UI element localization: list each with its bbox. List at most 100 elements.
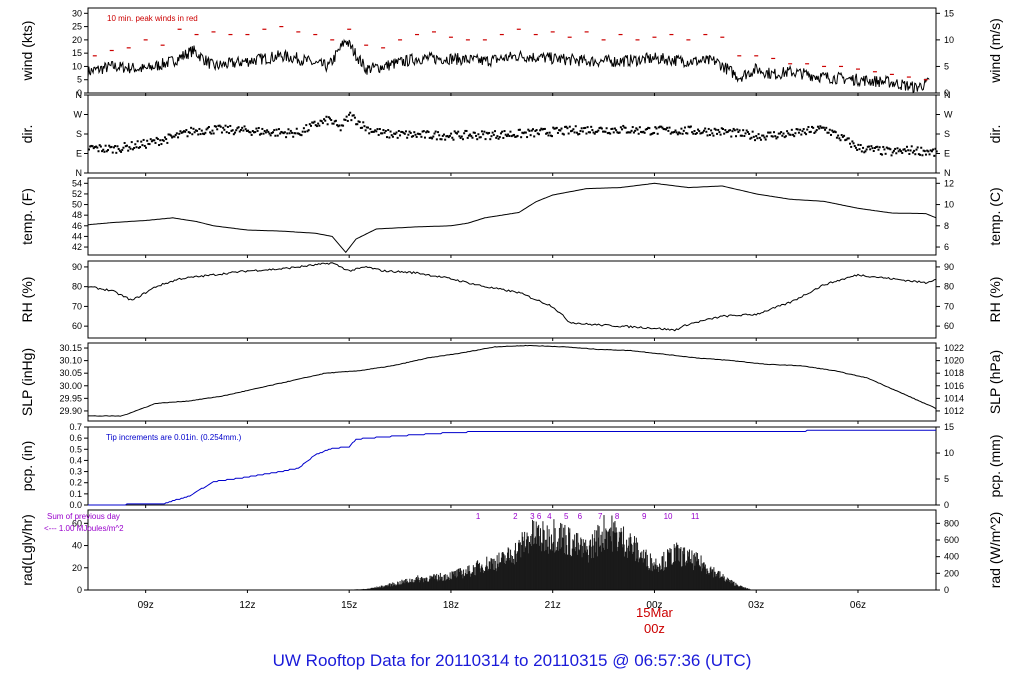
direction-point xyxy=(898,148,901,151)
x-tick-label: 12z xyxy=(239,600,255,611)
direction-point xyxy=(562,133,565,136)
y-tick-label-left: 29.95 xyxy=(59,393,82,403)
direction-point xyxy=(910,145,913,148)
direction-point xyxy=(788,133,791,136)
direction-point xyxy=(596,130,599,133)
direction-point xyxy=(555,126,558,129)
direction-point xyxy=(719,133,722,136)
direction-point xyxy=(923,150,926,153)
direction-point xyxy=(809,130,812,133)
y-tick-label-right: S xyxy=(944,129,950,139)
x-tick-label: 03z xyxy=(748,600,764,611)
direction-point xyxy=(656,132,659,135)
y-tick-label-left: 0.6 xyxy=(69,433,82,443)
direction-point xyxy=(364,129,367,132)
direction-point xyxy=(185,129,188,132)
direction-point xyxy=(876,145,879,148)
y-tick-label-right: 600 xyxy=(944,535,959,545)
direction-point xyxy=(636,128,639,131)
direction-point xyxy=(900,150,903,153)
y-tick-label-left: N xyxy=(76,90,83,100)
direction-point xyxy=(631,126,634,129)
direction-point xyxy=(654,126,657,129)
direction-point xyxy=(294,132,297,135)
direction-point xyxy=(832,131,835,134)
direction-point xyxy=(669,132,672,135)
direction-point xyxy=(93,146,96,149)
direction-point xyxy=(197,133,200,136)
y-tick-label-right: 1014 xyxy=(944,393,964,403)
direction-point xyxy=(213,125,216,128)
y-tick-label-right: 200 xyxy=(944,568,959,578)
direction-point xyxy=(105,150,108,153)
radiation-sum-label: Sum of previous day xyxy=(47,512,120,521)
direction-point xyxy=(295,127,298,130)
direction-point xyxy=(244,128,247,131)
direction-point xyxy=(472,131,475,134)
direction-point xyxy=(112,146,115,149)
direction-point xyxy=(146,139,149,142)
direction-point xyxy=(232,133,235,136)
direction-point xyxy=(285,136,288,139)
direction-point xyxy=(877,148,880,151)
direction-point xyxy=(426,130,429,133)
direction-point xyxy=(501,130,504,133)
direction-point xyxy=(571,129,574,132)
direction-point xyxy=(796,128,799,131)
direction-point xyxy=(850,145,853,148)
y-tick-label-right: 12 xyxy=(944,178,954,188)
direction-point xyxy=(543,127,546,130)
direction-point xyxy=(905,145,908,148)
y-tick-label-left: 0 xyxy=(77,585,82,595)
y-tick-label-right: 0 xyxy=(944,585,949,595)
direction-point xyxy=(683,126,686,129)
direction-point xyxy=(467,134,470,137)
hour-mark-label: 9 xyxy=(642,512,647,521)
direction-point xyxy=(137,146,140,149)
direction-point xyxy=(374,129,377,132)
direction-point xyxy=(509,130,512,133)
direction-point xyxy=(765,135,768,138)
direction-point xyxy=(532,128,535,131)
direction-point xyxy=(256,129,259,132)
direction-point xyxy=(365,126,368,129)
direction-point xyxy=(624,126,627,129)
direction-point xyxy=(479,136,482,139)
direction-point xyxy=(816,125,819,128)
y-tick-label-left: W xyxy=(74,110,83,120)
direction-point xyxy=(127,149,130,152)
direction-point xyxy=(368,132,371,135)
y-tick-label-right: 90 xyxy=(944,262,954,272)
direction-point xyxy=(645,127,648,130)
direction-point xyxy=(99,145,102,148)
direction-point xyxy=(895,152,898,155)
panel-frame xyxy=(87,260,937,339)
direction-point xyxy=(242,129,245,132)
direction-point xyxy=(726,130,729,133)
direction-point xyxy=(908,152,911,155)
direction-point xyxy=(338,124,341,127)
direction-point xyxy=(600,127,603,130)
direction-point xyxy=(558,129,561,132)
direction-point xyxy=(670,131,673,134)
direction-point xyxy=(637,132,640,135)
direction-point xyxy=(570,130,573,133)
direction-point xyxy=(144,146,147,149)
direction-point xyxy=(530,129,533,132)
direction-point xyxy=(97,150,100,153)
direction-point xyxy=(675,131,678,134)
direction-point xyxy=(171,136,174,139)
direction-point xyxy=(648,127,651,130)
direction-point xyxy=(756,137,759,140)
direction-point xyxy=(383,131,386,134)
direction-point xyxy=(269,134,272,137)
direction-point xyxy=(700,132,703,135)
direction-point xyxy=(390,134,393,137)
direction-point xyxy=(721,128,724,131)
direction-point xyxy=(727,129,730,132)
hour-mark-label: 3 xyxy=(530,512,535,521)
direction-point xyxy=(370,130,373,133)
series-sea-level-pressure xyxy=(88,344,937,417)
